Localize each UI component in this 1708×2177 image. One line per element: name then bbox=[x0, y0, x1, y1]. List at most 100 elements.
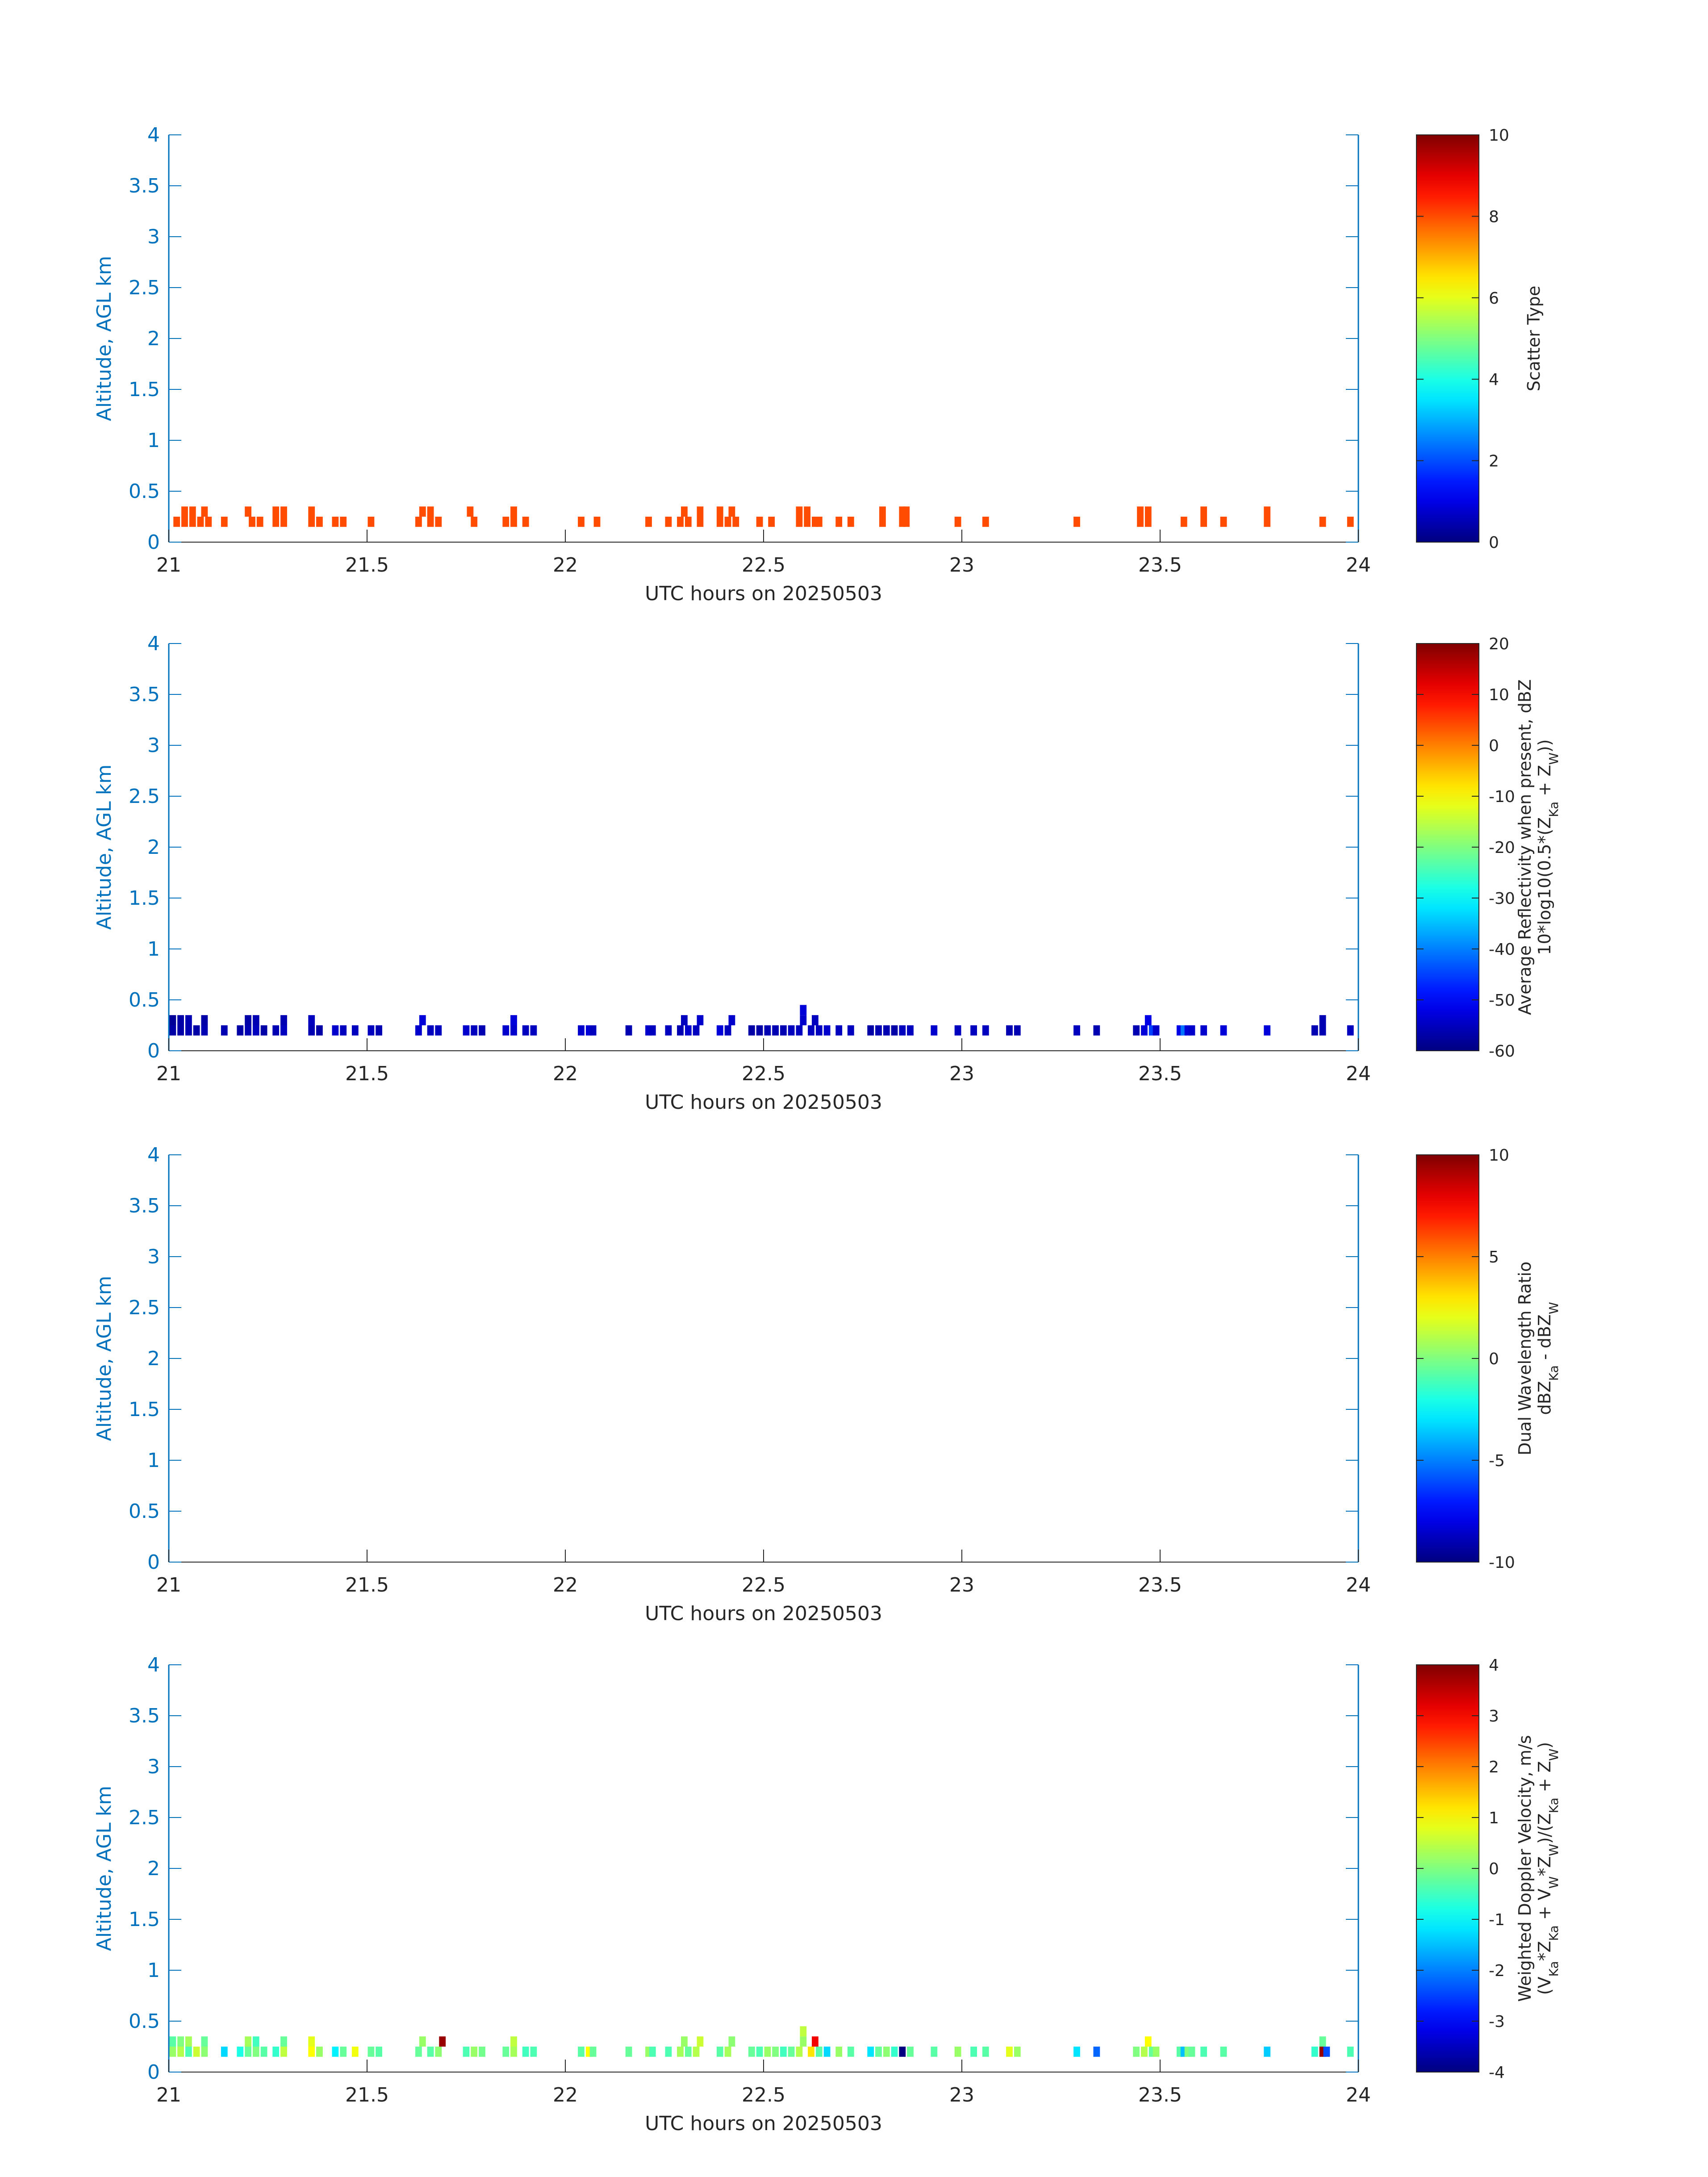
colorbar-tick-label: -20 bbox=[1489, 839, 1515, 857]
colorbar-tick-label: -3 bbox=[1489, 2013, 1505, 2031]
x-tick-label: 21 bbox=[156, 1062, 181, 1085]
data-cell bbox=[522, 1025, 529, 1036]
data-cell bbox=[808, 1025, 814, 1036]
data-cell bbox=[685, 2047, 692, 2057]
data-cell bbox=[772, 2047, 779, 2057]
data-cell bbox=[982, 2047, 989, 2057]
data-cell bbox=[728, 2036, 735, 2047]
y-tick-label: 0 bbox=[147, 531, 160, 554]
data-cell bbox=[530, 1025, 537, 1036]
data-cell bbox=[185, 1015, 192, 1025]
data-cell bbox=[593, 517, 601, 527]
data-cell bbox=[780, 2047, 787, 2057]
data-cell bbox=[970, 2047, 977, 2057]
data-cell bbox=[1153, 1025, 1160, 1036]
data-cell bbox=[308, 517, 315, 527]
data-cell bbox=[815, 1025, 823, 1036]
data-cell bbox=[931, 2047, 938, 2057]
x-tick-label: 24 bbox=[1346, 1574, 1371, 1596]
data-cell bbox=[272, 517, 280, 527]
data-cell bbox=[193, 1025, 200, 1036]
y-tick-label: 4 bbox=[147, 1144, 160, 1166]
colorbar-tick-label: 2 bbox=[1489, 452, 1499, 471]
data-cell bbox=[502, 517, 509, 527]
data-cell bbox=[685, 1025, 692, 1036]
data-cell bbox=[1137, 517, 1144, 527]
data-cell bbox=[522, 2047, 529, 2057]
data-cell bbox=[645, 517, 652, 527]
x-tick-label: 22.5 bbox=[742, 1062, 785, 1085]
data-cell bbox=[748, 2047, 755, 2057]
y-tick-label: 3 bbox=[147, 1755, 160, 1778]
data-cell bbox=[221, 517, 228, 527]
data-cell bbox=[1200, 517, 1207, 527]
data-cell bbox=[1073, 1025, 1080, 1036]
data-cell bbox=[367, 1025, 375, 1036]
colorbar bbox=[1416, 134, 1479, 543]
data-cell bbox=[502, 2047, 509, 2057]
data-cell bbox=[724, 1025, 731, 1036]
data-cell bbox=[1188, 1025, 1195, 1036]
data-cell bbox=[867, 1025, 874, 1036]
data-cell bbox=[589, 1025, 597, 1036]
x-tick-label: 22.5 bbox=[742, 2084, 785, 2106]
y-tick-label: 1 bbox=[147, 429, 160, 452]
data-cell bbox=[1200, 2047, 1207, 2057]
data-cell bbox=[280, 1025, 287, 1036]
x-tick-label: 22 bbox=[553, 554, 578, 577]
colorbar bbox=[1416, 1664, 1479, 2073]
colorbar-label: Average Reflectivity when present, dBZ bbox=[1515, 679, 1535, 1015]
data-cell bbox=[201, 1025, 208, 1036]
data-cell bbox=[205, 517, 212, 527]
data-cell bbox=[237, 1025, 244, 1036]
data-cell bbox=[835, 517, 843, 527]
data-cell bbox=[351, 1025, 359, 1036]
data-cell bbox=[756, 2047, 763, 2057]
x-tick-label: 23.5 bbox=[1138, 554, 1182, 577]
colorbar-tick-label: 0 bbox=[1489, 737, 1499, 755]
data-cell bbox=[804, 517, 811, 527]
colorbar-tick-label: -4 bbox=[1489, 2064, 1505, 2082]
data-cell bbox=[677, 1025, 684, 1036]
data-cell bbox=[272, 1025, 280, 1036]
data-cell bbox=[907, 1025, 914, 1036]
data-cell bbox=[177, 1015, 184, 1025]
data-cell bbox=[677, 2047, 684, 2057]
data-cell bbox=[903, 517, 910, 527]
data-cell bbox=[728, 1015, 735, 1025]
x-tick-label: 24 bbox=[1346, 554, 1371, 577]
data-cell bbox=[815, 2047, 823, 2057]
y-tick-label: 3.5 bbox=[129, 1195, 160, 1217]
colorbar-label: dBZKa - dBZW bbox=[1535, 1302, 1561, 1415]
data-cell bbox=[1188, 2047, 1195, 2057]
x-tick-label: 23 bbox=[949, 1574, 974, 1596]
y-tick-label: 4 bbox=[147, 1654, 160, 1676]
data-cell bbox=[780, 1025, 787, 1036]
y-tick-label: 0 bbox=[147, 2061, 160, 2084]
data-cell bbox=[280, 2047, 287, 2057]
data-cell bbox=[185, 2047, 192, 2057]
colorbar-tick-label: 20 bbox=[1489, 635, 1509, 653]
data-cell bbox=[800, 2036, 807, 2047]
colorbar-tick-label: 4 bbox=[1489, 371, 1499, 389]
data-cell bbox=[665, 1025, 672, 1036]
data-cell bbox=[249, 517, 255, 527]
data-cell bbox=[815, 517, 823, 527]
data-cell bbox=[471, 517, 478, 527]
data-cell bbox=[1264, 2047, 1271, 2057]
data-cell bbox=[804, 506, 811, 517]
data-cell bbox=[1311, 1025, 1318, 1036]
y-tick-label: 3.5 bbox=[129, 683, 160, 706]
data-cell bbox=[1319, 517, 1326, 527]
data-cell bbox=[439, 2036, 446, 2047]
data-cell bbox=[907, 2047, 914, 2057]
data-cell bbox=[697, 506, 704, 517]
data-cell bbox=[245, 2047, 251, 2057]
data-cell bbox=[788, 1025, 795, 1036]
colorbar-tick-label: -30 bbox=[1489, 890, 1515, 908]
data-cell bbox=[169, 2047, 176, 2057]
colorbar-tick-label: 10 bbox=[1489, 1146, 1509, 1165]
colorbar-tick-label: -1 bbox=[1489, 1911, 1505, 1929]
y-axis-label: Altitude, AGL km bbox=[93, 765, 116, 930]
y-tick-label: 4 bbox=[147, 124, 160, 146]
